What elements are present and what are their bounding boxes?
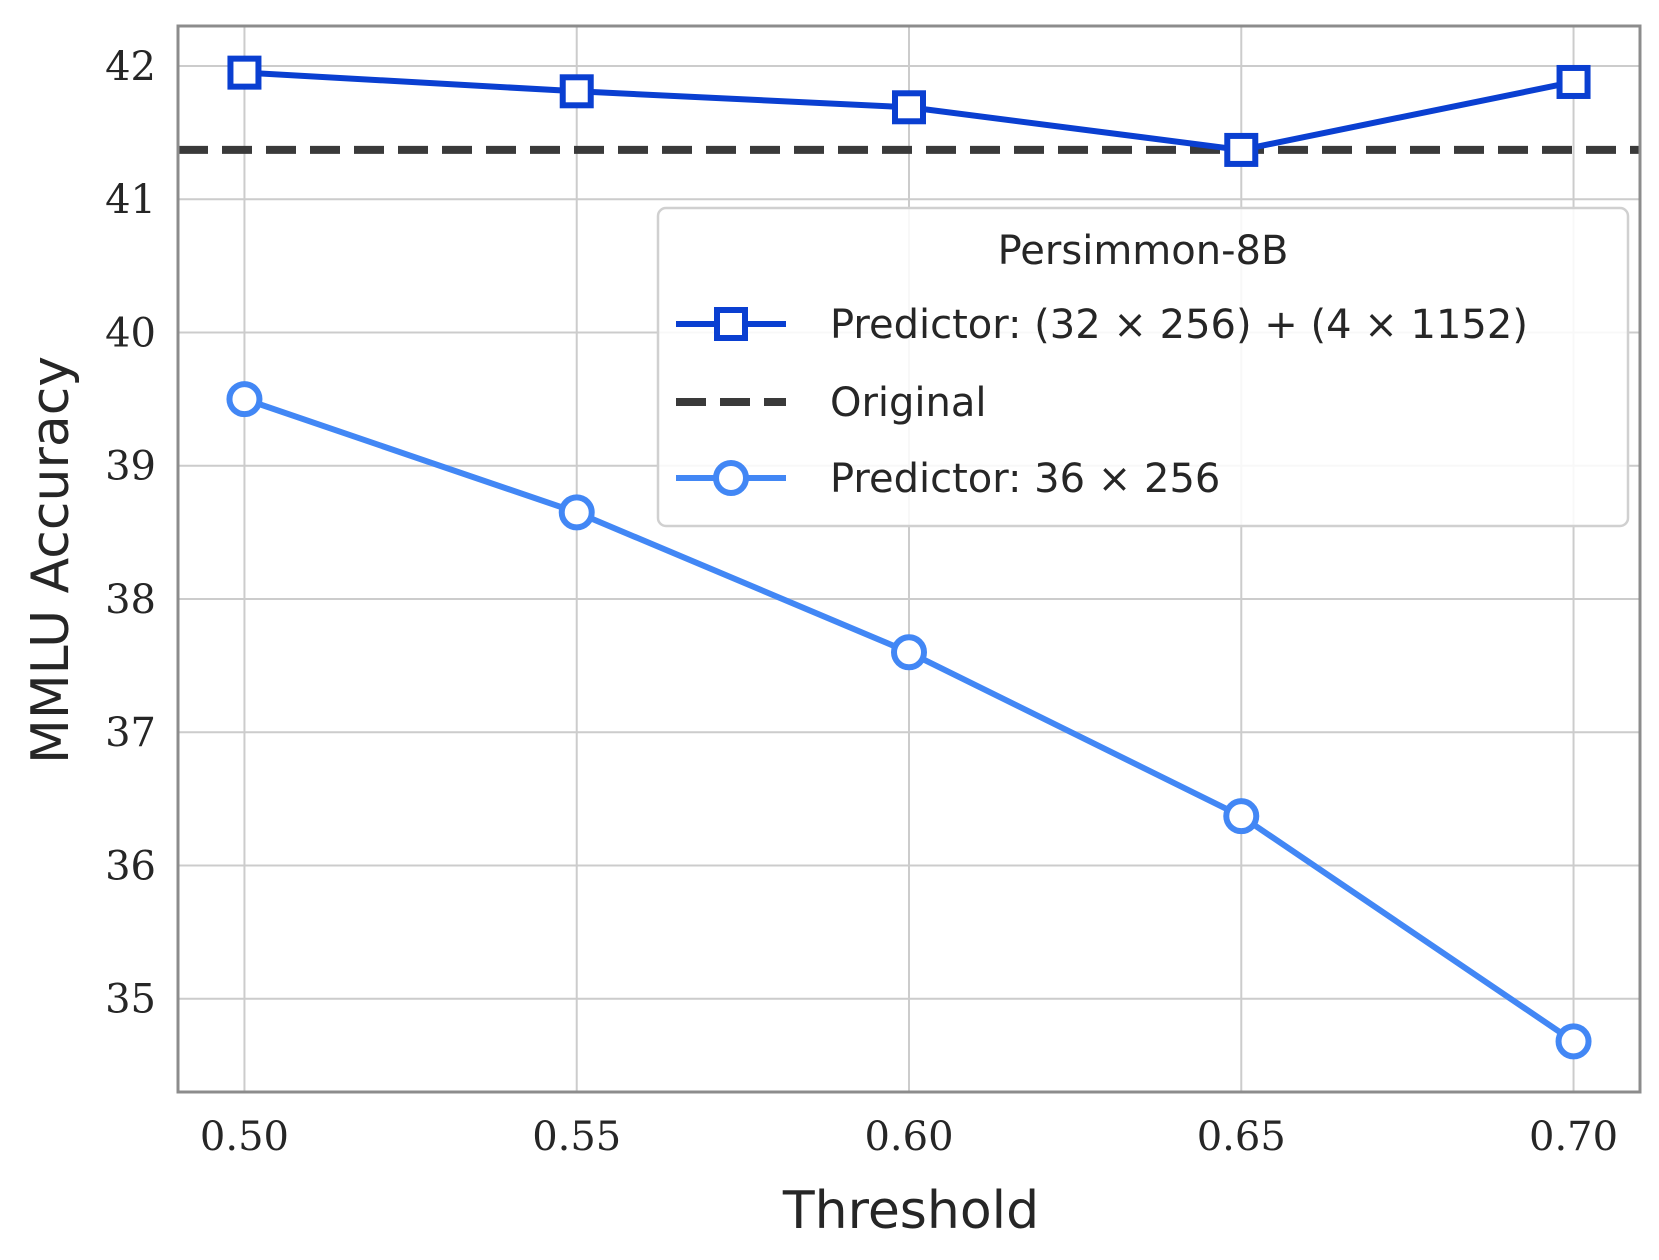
legend-label-predictor-mixed: Predictor: (32 × 256) + (4 × 1152) <box>830 302 1528 348</box>
y-tick-label: 39 <box>105 444 156 490</box>
x-tick-label: 0.65 <box>1197 1114 1286 1160</box>
data-point-circle <box>891 634 927 671</box>
x-tick-label: 0.55 <box>532 1114 621 1160</box>
y-tick-label: 35 <box>105 977 156 1023</box>
legend-frame <box>656 206 1630 528</box>
legend-marker-square <box>714 307 748 341</box>
data-point-circle <box>558 494 595 531</box>
y-axis-label: MMLU Accuracy <box>21 356 81 764</box>
y-tick-label: 37 <box>105 710 156 756</box>
y-tick-label: 40 <box>105 310 156 356</box>
plot-frame <box>176 24 1642 1094</box>
data-point-circle <box>1555 1023 1592 1060</box>
x-tick-label: 0.60 <box>864 1114 953 1160</box>
x-tick-label: 0.50 <box>200 1114 289 1160</box>
x-axis-label: Threshold <box>782 1181 1039 1241</box>
y-tick-label: 38 <box>105 577 156 623</box>
data-point-square <box>1224 132 1259 167</box>
data-point-circle <box>226 381 263 418</box>
data-point-square <box>227 55 262 90</box>
data-point-circle <box>1223 798 1260 835</box>
legend: Persimmon-8B Predictor: (32 × 256) + (4 … <box>656 206 1630 528</box>
tick-labels: 0.50 0.55 0.60 0.65 0.70 35 36 37 38 39 40 41 42 <box>105 44 1618 1160</box>
legend-label-predictor-36: Predictor: 36 × 256 <box>830 456 1220 502</box>
x-tick-label: 0.70 <box>1529 1114 1618 1160</box>
legend-label-original: Original <box>830 380 987 426</box>
legend-marker-circle <box>713 460 749 496</box>
y-tick-label: 36 <box>105 843 156 889</box>
y-tick-label: 42 <box>105 44 156 90</box>
data-point-square <box>559 74 594 109</box>
series-layer <box>178 55 1640 1060</box>
legend-title: Persimmon-8B <box>998 228 1289 274</box>
y-tick-label: 41 <box>105 177 156 223</box>
data-point-square <box>892 90 926 125</box>
data-point-square <box>1556 64 1591 99</box>
